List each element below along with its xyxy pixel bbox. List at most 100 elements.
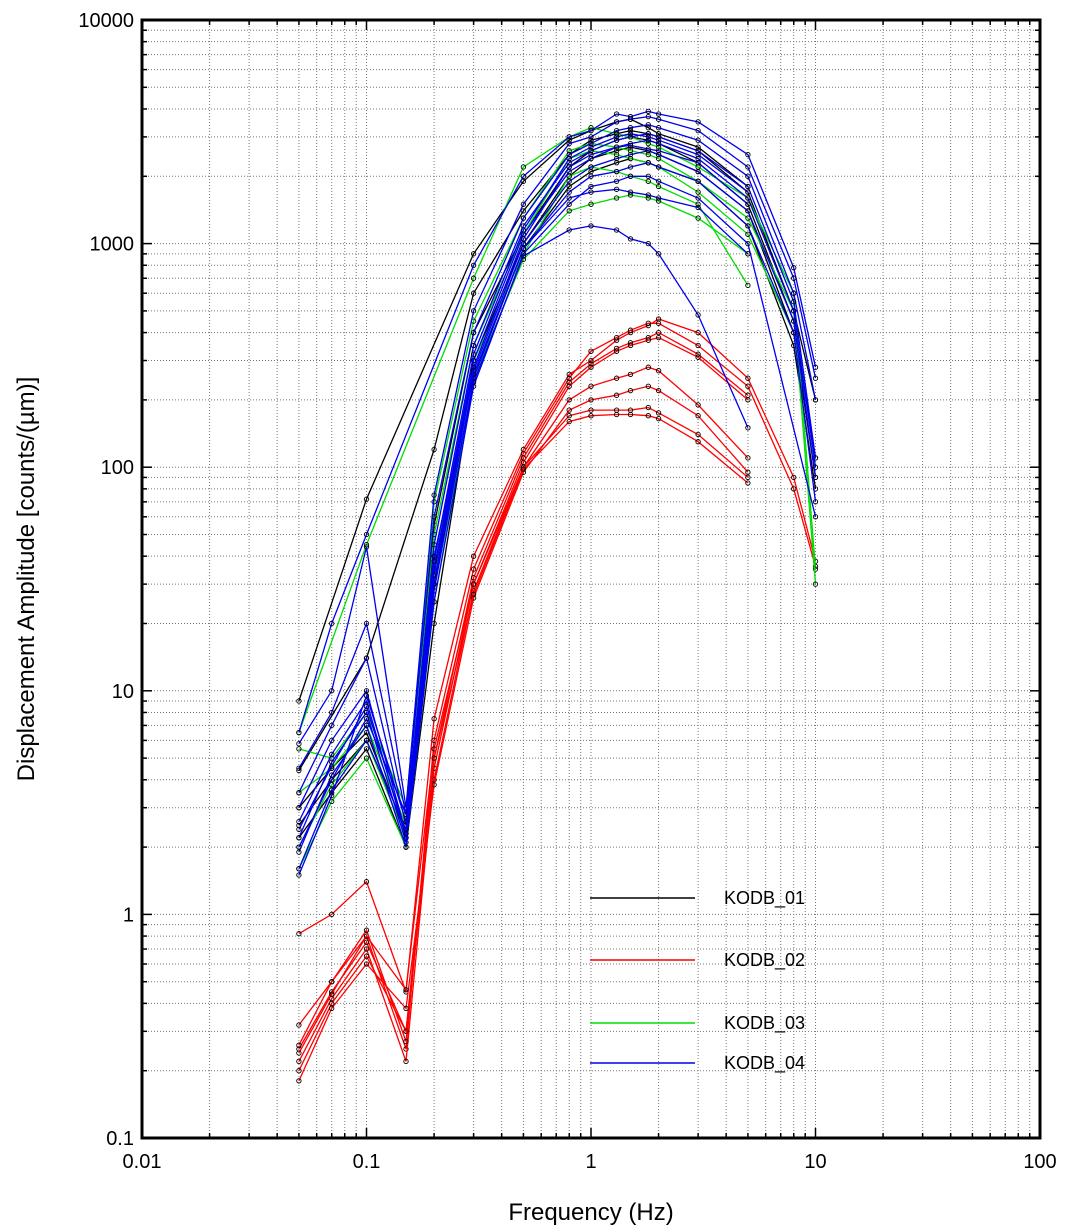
data-point — [812, 581, 819, 587]
data-point — [363, 961, 370, 967]
data-point — [745, 164, 751, 170]
data-point — [296, 835, 302, 841]
data-point — [296, 1050, 302, 1056]
data-point — [363, 688, 370, 694]
data-point — [613, 334, 620, 341]
data-point — [812, 566, 819, 572]
data-point — [566, 227, 572, 233]
data-point — [745, 223, 751, 229]
data-point — [645, 151, 651, 158]
data-point — [363, 927, 370, 933]
data-point — [363, 620, 370, 627]
data-point — [613, 348, 620, 354]
data-point — [627, 125, 634, 131]
data-point — [470, 342, 477, 349]
data-point — [655, 116, 662, 122]
data-point — [645, 320, 651, 326]
y-tick-label: 10 — [112, 681, 134, 703]
data-point — [588, 173, 594, 179]
data-point — [627, 327, 634, 333]
data-point — [745, 215, 751, 221]
y-tick-label: 1 — [123, 904, 134, 926]
data-point — [627, 342, 634, 349]
data-point — [695, 351, 701, 357]
data-point — [431, 558, 437, 564]
data-point — [613, 119, 620, 125]
data-point — [655, 140, 662, 147]
data-point — [329, 991, 335, 997]
data-point — [588, 151, 594, 158]
series-line — [298, 124, 817, 815]
data-point — [470, 566, 477, 572]
data-point — [431, 492, 437, 498]
data-point — [363, 946, 370, 952]
data-point — [645, 134, 651, 140]
data-point — [329, 763, 335, 769]
data-point — [520, 253, 527, 259]
data-point — [403, 1038, 409, 1045]
data-point — [645, 404, 651, 411]
data-point — [329, 722, 335, 729]
data-point — [566, 383, 572, 389]
data-point — [627, 236, 634, 242]
data-point — [695, 119, 701, 125]
data-point — [363, 737, 370, 744]
data-point — [645, 125, 651, 131]
data-point — [431, 514, 437, 520]
data-point — [745, 208, 751, 214]
data-point — [627, 127, 634, 134]
series-line — [298, 225, 749, 870]
data-point — [520, 164, 527, 170]
series-line — [298, 366, 749, 1071]
data-point — [655, 134, 662, 140]
data-point — [745, 151, 751, 158]
data-point — [655, 334, 662, 341]
series-line — [298, 194, 749, 870]
series-layer — [296, 108, 819, 1084]
data-point — [588, 357, 594, 364]
data-point — [613, 411, 620, 418]
data-point — [403, 1058, 409, 1065]
data-point — [470, 262, 477, 268]
data-point — [566, 183, 572, 190]
data-point — [363, 693, 370, 699]
data-point — [695, 402, 701, 408]
series-line — [298, 318, 817, 993]
data-point — [745, 189, 751, 195]
data-point — [655, 148, 662, 154]
data-point — [627, 189, 634, 195]
data-point — [588, 201, 594, 207]
data-point — [645, 178, 651, 184]
data-point — [627, 131, 634, 137]
data-point — [588, 164, 594, 170]
data-point — [645, 337, 651, 343]
data-point — [613, 127, 620, 134]
data-point — [645, 122, 651, 128]
data-point — [613, 131, 620, 137]
data-point — [695, 413, 701, 419]
data-point — [566, 201, 572, 207]
legend-label: KODB_02 — [724, 950, 805, 971]
data-point — [645, 160, 651, 166]
data-point — [470, 591, 477, 597]
data-point — [655, 198, 662, 204]
data-point — [566, 140, 572, 147]
data-point — [363, 879, 370, 885]
data-point — [655, 144, 662, 150]
data-point — [695, 195, 701, 201]
series-line — [298, 322, 817, 1050]
data-point — [363, 939, 370, 945]
data-point — [655, 368, 662, 374]
series-line — [298, 115, 817, 808]
series-line — [298, 336, 749, 1062]
data-point — [655, 137, 662, 143]
data-point — [695, 137, 701, 143]
data-point — [627, 134, 634, 140]
data-point — [403, 830, 409, 837]
data-point — [655, 131, 662, 137]
data-point — [791, 474, 797, 481]
data-point — [470, 351, 477, 357]
data-point — [588, 189, 594, 195]
data-point — [566, 418, 572, 425]
